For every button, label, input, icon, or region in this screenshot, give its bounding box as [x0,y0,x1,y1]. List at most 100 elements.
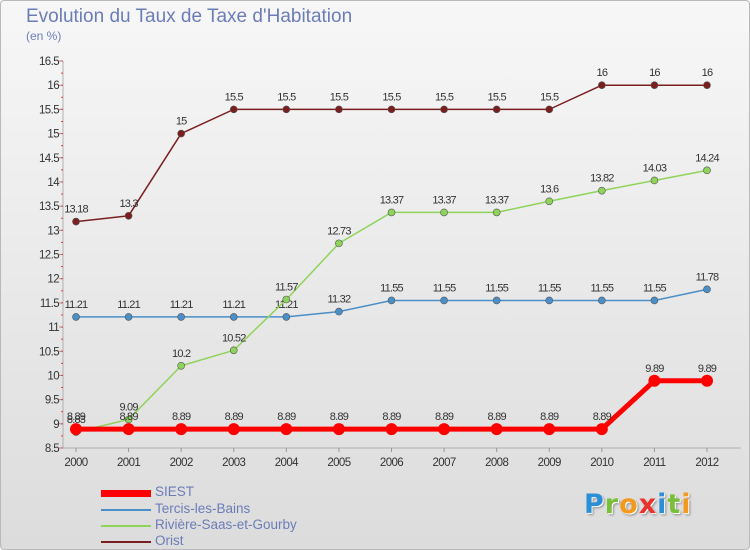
y-tick-label: 9.5 [45,395,59,407]
data-label: 11.55 [380,282,403,294]
legend-swatch [101,489,151,497]
chart-title: Evolution du Taux de Taxe d'Habitation [26,6,353,27]
x-tick-label: 2004 [275,457,299,469]
data-label: 16 [597,67,608,79]
y-tick-label: 9 [53,419,59,431]
data-point [387,208,396,217]
data-label: 9.09 [119,401,138,413]
data-label: 8.89 [172,411,191,423]
data-label: 8.89 [593,411,612,423]
data-label: 10.52 [222,332,246,344]
data-label: 8.89 [540,411,559,423]
data-label: 9.89 [698,363,717,375]
data-point [650,81,659,89]
data-point [701,374,713,387]
proxiti-logo: Proxiti [584,489,692,520]
x-tick-label: 2012 [695,457,718,469]
logo-letter: x [638,489,658,520]
y-tick-label: 16.5 [39,56,59,68]
data-point [595,423,608,436]
data-point [490,423,503,436]
data-label: 13.3 [119,198,138,210]
logo-letter: t [667,489,682,520]
data-label: 15.5 [540,91,559,103]
legend-label: Tercis-les-Bains [155,501,251,516]
data-point [545,105,554,114]
data-label: 8.89 [382,411,401,423]
data-label: 11.55 [643,282,666,294]
data-label: 13.37 [432,194,456,206]
legend-swatch [101,541,151,543]
data-point [124,212,133,220]
x-tick-label: 2000 [64,457,87,469]
data-point [72,313,80,321]
data-point [598,296,606,305]
data-point [280,423,293,436]
data-point [545,296,554,305]
data-point [598,186,606,195]
data-point [175,423,188,436]
x-tick-label: 2006 [380,457,403,469]
chart-unit-label: (en %) [26,29,62,43]
y-tick-label: 15 [47,129,59,141]
data-point [650,296,659,305]
data-point [332,423,345,436]
data-label: 9.89 [645,363,664,375]
y-tick-label: 11.5 [40,298,59,310]
y-tick-label: 12.5 [39,250,59,262]
x-tick-label: 2010 [590,457,613,469]
data-label: 11.32 [328,294,351,306]
logo-letter: r [604,489,620,520]
data-label: 15.5 [488,91,507,103]
y-tick-label: 13 [47,225,59,237]
logo-letter: i [681,489,692,520]
data-label: 11.21 [275,299,298,311]
data-label: 15.5 [435,91,454,103]
y-tick-label: 8.5 [45,443,59,455]
x-tick-label: 2002 [170,457,193,469]
x-tick-label: 2003 [222,457,245,469]
data-label: 15.5 [382,91,401,103]
data-point [229,105,238,114]
data-point [124,415,133,424]
data-label: 15.5 [277,91,296,103]
data-point [282,295,291,304]
x-tick-label: 2001 [117,457,140,469]
data-label: 12.73 [327,225,351,237]
data-point [545,197,554,206]
data-point [648,374,661,387]
data-label: 8.89 [277,411,296,423]
data-label: 11.21 [222,299,245,311]
data-point [282,105,291,114]
data-point [492,208,501,217]
y-tick-label: 11 [48,322,59,334]
y-tick-label: 15.5 [39,104,59,116]
data-label: 11.57 [275,281,298,293]
data-point [227,423,240,436]
logo-letter: o [619,489,639,520]
data-label: 10.2 [172,348,191,360]
data-label: 16 [702,67,713,79]
data-label: 16 [649,67,660,79]
x-tick-label: 2011 [643,457,666,469]
x-tick-label: 2009 [538,457,561,469]
series-tercis-les-bains: 11.21 11.21 11.21 11.21 11.21 11.32 11.55 11.55… [65,271,720,321]
data-label: 8.89 [119,411,138,423]
logo-letter: i [657,489,668,520]
data-point [543,423,556,436]
data-label: 8.89 [67,411,86,423]
data-point [122,423,135,436]
series-siest: 8.89 8.89 8.89 8.89 8.89 8.89 8.89 8.89 8.89 8.89… [67,363,718,436]
data-label: 15.5 [225,91,244,103]
data-point [229,313,238,321]
data-point [177,313,185,321]
logo-letter: P [584,489,605,520]
data-point [440,208,448,217]
data-point [72,217,80,226]
data-point [492,105,501,114]
series-orist: 13.18 13.3 15 15.5 15.5 15.5 15.5 15.5 15.5 15.5 1… [64,67,714,226]
x-tick-label: 2005 [327,457,350,469]
data-point [70,423,82,436]
y-tick-label: 13.5 [39,201,59,213]
